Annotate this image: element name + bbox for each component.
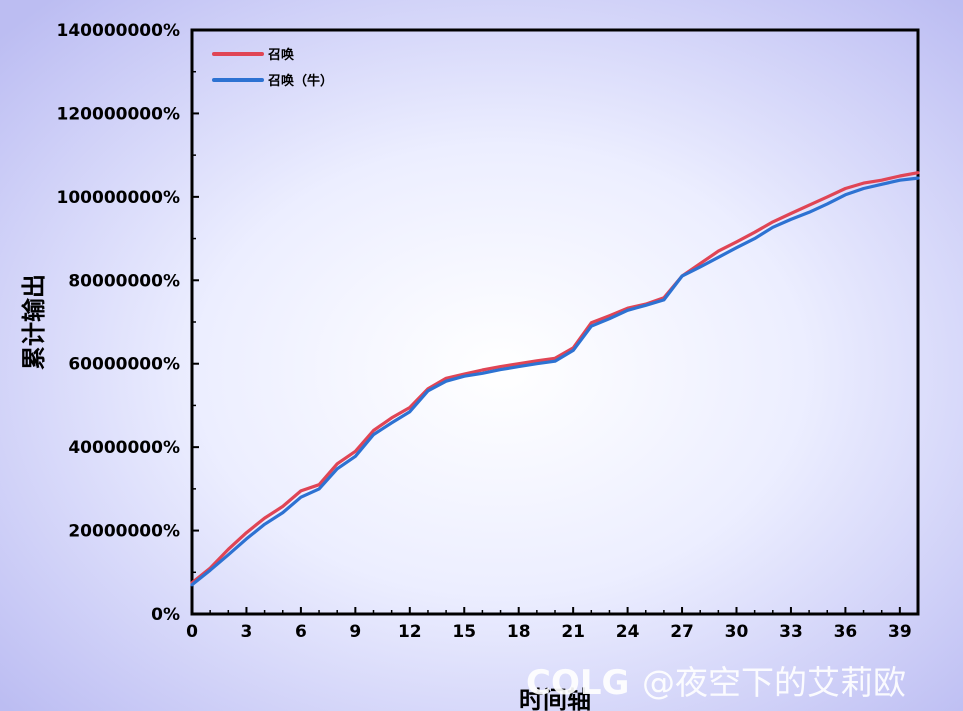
x-tick-label: 18	[507, 622, 531, 642]
x-tick-label: 9	[349, 622, 361, 642]
y-tick-label: 140000000%	[57, 21, 181, 41]
x-tick-label: 12	[398, 622, 422, 642]
x-tick-label: 24	[616, 622, 640, 642]
watermark: COLG @夜空下的艾莉欧	[526, 663, 906, 703]
x-tick-label: 3	[241, 622, 253, 642]
series-lines	[190, 171, 920, 587]
x-tick-label: 6	[295, 622, 307, 642]
y-tick-label: 80000000%	[68, 271, 180, 291]
y-tick-label: 40000000%	[68, 438, 180, 458]
x-tick-label: 30	[725, 622, 749, 642]
x-tick-label: 33	[779, 622, 803, 642]
x-tick-label: 39	[888, 622, 912, 642]
series-line-1	[190, 171, 920, 585]
y-axis-title: 累计输出	[20, 274, 48, 370]
watermark-text: @夜空下的艾莉欧	[642, 663, 906, 702]
legend-label-series-1: 召唤	[268, 47, 295, 63]
y-tick-label: 100000000%	[57, 188, 181, 208]
x-tick-label: 15	[452, 622, 476, 642]
y-tick-label: 120000000%	[57, 104, 181, 124]
y-tick-label: 60000000%	[68, 355, 180, 375]
y-axis: 0% 20000000% 40000000% 60000000% 80000000% 10…	[57, 21, 199, 625]
x-tick-label: 0	[186, 622, 198, 642]
plot-area-frame	[190, 28, 920, 616]
x-tick-label: 36	[834, 622, 858, 642]
y-tick-label: 0%	[151, 605, 180, 625]
watermark-logo: COLG	[526, 663, 629, 703]
y-tick-label: 20000000%	[68, 522, 180, 542]
x-tick-label: 21	[561, 622, 585, 642]
x-axis-title: 时间轴	[519, 686, 591, 711]
x-tick-label: 27	[670, 622, 694, 642]
x-axis: 0 3 6 9 12 15 18 21 24 27 30 33 36 39	[186, 607, 912, 642]
series-line-2	[190, 176, 920, 587]
legend-label-series-2: 召唤（牛）	[268, 73, 333, 89]
legend: 召唤 召唤（牛）	[212, 47, 333, 89]
